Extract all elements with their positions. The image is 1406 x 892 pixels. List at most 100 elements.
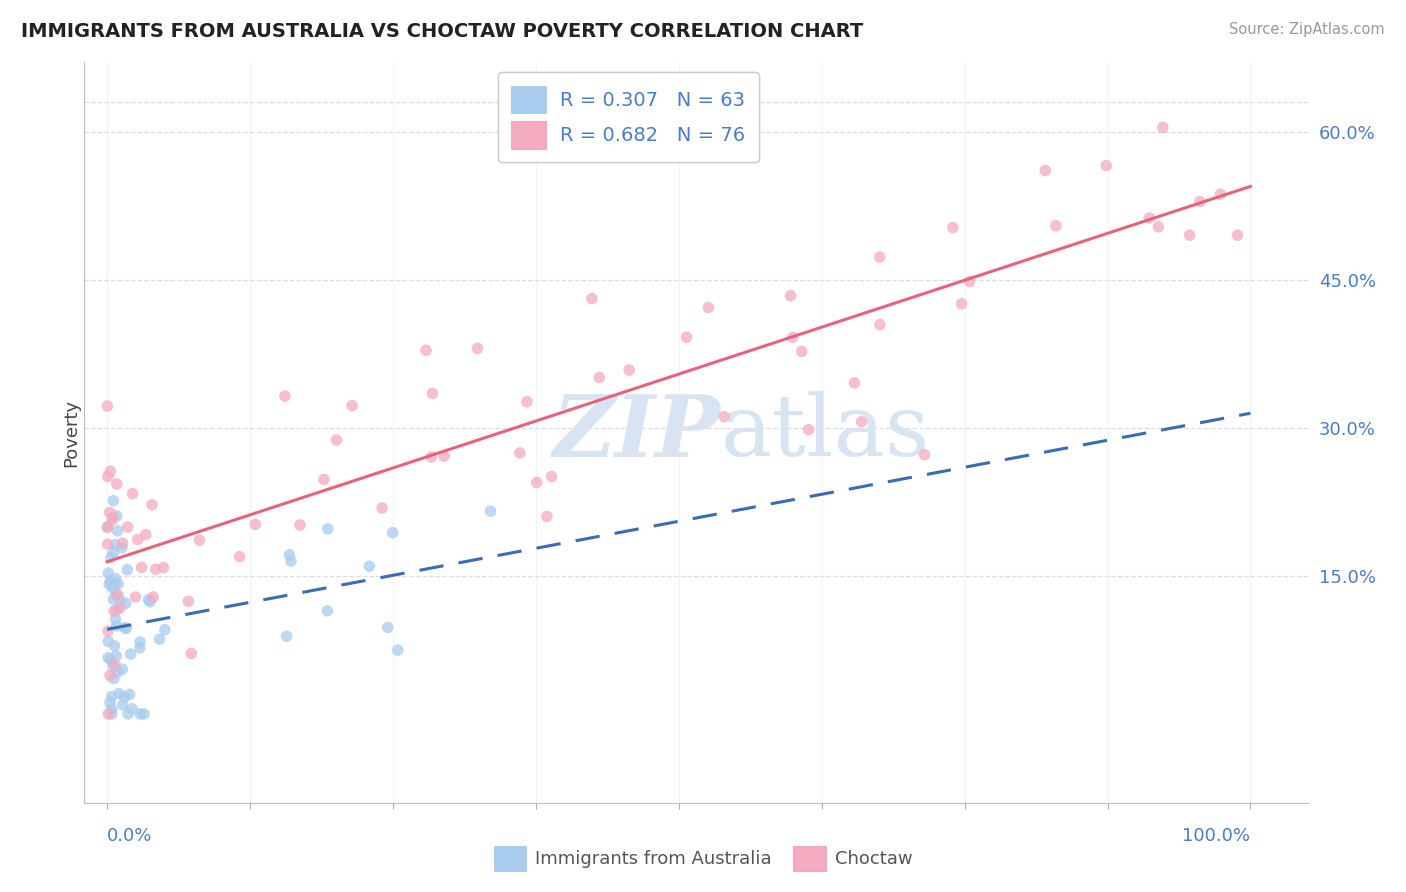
Point bbox=[101, 702, 124, 716]
Point bbox=[467, 342, 489, 356]
Point bbox=[105, 603, 128, 617]
Point bbox=[316, 522, 339, 536]
Point bbox=[1209, 187, 1232, 202]
Point bbox=[96, 399, 118, 413]
Point bbox=[111, 698, 134, 712]
Point bbox=[509, 446, 531, 460]
Point bbox=[914, 448, 936, 462]
Point bbox=[98, 464, 121, 478]
Point bbox=[371, 500, 394, 515]
Legend: R = 0.307   N = 63, R = 0.682   N = 76: R = 0.307 N = 63, R = 0.682 N = 76 bbox=[498, 72, 759, 162]
Legend: Immigrants from Australia, Choctaw: Immigrants from Australia, Choctaw bbox=[486, 838, 920, 879]
Point bbox=[228, 549, 250, 564]
Point bbox=[105, 524, 128, 538]
Point bbox=[588, 370, 610, 384]
Point bbox=[132, 706, 155, 721]
Point bbox=[105, 648, 128, 663]
Point bbox=[120, 647, 142, 661]
Point bbox=[869, 318, 891, 332]
Point bbox=[797, 423, 820, 437]
Point bbox=[107, 665, 129, 679]
Point bbox=[340, 399, 363, 413]
Point bbox=[1033, 163, 1056, 178]
Point bbox=[1045, 219, 1067, 233]
Point bbox=[128, 640, 150, 655]
Point bbox=[121, 486, 143, 500]
Point bbox=[675, 330, 697, 344]
Point bbox=[117, 520, 139, 534]
Point bbox=[420, 450, 443, 464]
Point bbox=[312, 473, 335, 487]
Point bbox=[100, 574, 122, 588]
Point bbox=[153, 623, 176, 637]
Point bbox=[107, 588, 129, 602]
Point bbox=[1152, 120, 1174, 135]
Point bbox=[422, 386, 444, 401]
Point bbox=[104, 576, 127, 591]
Point bbox=[138, 593, 160, 607]
Point bbox=[288, 518, 311, 533]
Point bbox=[104, 612, 127, 626]
Point bbox=[526, 475, 548, 490]
Point bbox=[145, 562, 167, 576]
Point bbox=[117, 706, 139, 721]
Point bbox=[96, 520, 118, 534]
Point bbox=[107, 577, 129, 591]
Point bbox=[135, 527, 157, 541]
Point bbox=[100, 706, 122, 721]
Point bbox=[105, 619, 128, 633]
Point bbox=[108, 600, 131, 615]
Point bbox=[121, 702, 143, 716]
Point bbox=[142, 590, 165, 604]
Point bbox=[1226, 228, 1249, 243]
Point bbox=[114, 596, 136, 610]
Point bbox=[280, 554, 302, 568]
Point bbox=[97, 634, 120, 648]
Point bbox=[188, 533, 211, 548]
Point bbox=[97, 706, 120, 721]
Point bbox=[98, 696, 121, 710]
Point bbox=[103, 604, 125, 618]
Point bbox=[129, 635, 152, 649]
Point bbox=[101, 510, 124, 524]
Point bbox=[278, 548, 301, 562]
Point bbox=[103, 592, 125, 607]
Point bbox=[103, 660, 125, 674]
Point bbox=[942, 220, 965, 235]
Point bbox=[104, 538, 127, 552]
Point bbox=[114, 621, 136, 635]
Point bbox=[104, 572, 127, 586]
Point bbox=[104, 587, 127, 601]
Point bbox=[100, 690, 122, 704]
Point bbox=[782, 330, 804, 344]
Point bbox=[103, 672, 125, 686]
Point bbox=[97, 566, 120, 581]
Y-axis label: Poverty: Poverty bbox=[62, 399, 80, 467]
Point bbox=[98, 652, 121, 666]
Point bbox=[1188, 194, 1211, 209]
Point bbox=[381, 525, 404, 540]
Point bbox=[97, 624, 120, 639]
Text: 100.0%: 100.0% bbox=[1182, 828, 1250, 846]
Point bbox=[479, 504, 502, 518]
Point bbox=[131, 560, 153, 574]
Point bbox=[111, 536, 134, 550]
Point bbox=[104, 657, 127, 672]
Point bbox=[959, 275, 981, 289]
Point bbox=[108, 592, 131, 607]
Point bbox=[790, 344, 813, 359]
Point bbox=[713, 409, 735, 424]
Point bbox=[177, 594, 200, 608]
Point bbox=[103, 639, 125, 653]
Point bbox=[276, 629, 298, 643]
Point bbox=[101, 581, 124, 595]
Point bbox=[97, 650, 120, 665]
Point bbox=[97, 537, 120, 551]
Point bbox=[118, 688, 141, 702]
Point bbox=[103, 545, 125, 559]
Point bbox=[148, 632, 170, 647]
Point bbox=[359, 559, 381, 574]
Text: 0.0%: 0.0% bbox=[107, 828, 153, 846]
Point bbox=[415, 343, 437, 358]
Point bbox=[540, 469, 562, 483]
